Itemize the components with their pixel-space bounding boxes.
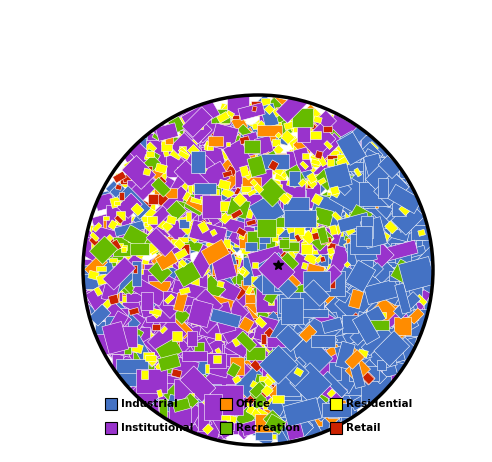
Text: Office: Office xyxy=(236,399,271,409)
Text: Retail: Retail xyxy=(346,423,380,433)
Bar xyxy=(220,422,232,434)
Bar xyxy=(105,398,117,410)
Bar xyxy=(330,398,342,410)
Bar xyxy=(105,422,117,434)
Bar xyxy=(330,422,342,434)
Text: Institutional: Institutional xyxy=(121,423,193,433)
Circle shape xyxy=(83,95,433,445)
Text: Recreation: Recreation xyxy=(236,423,300,433)
Text: Residential: Residential xyxy=(346,399,412,409)
Text: Industrial: Industrial xyxy=(121,399,178,409)
Bar xyxy=(220,398,232,410)
